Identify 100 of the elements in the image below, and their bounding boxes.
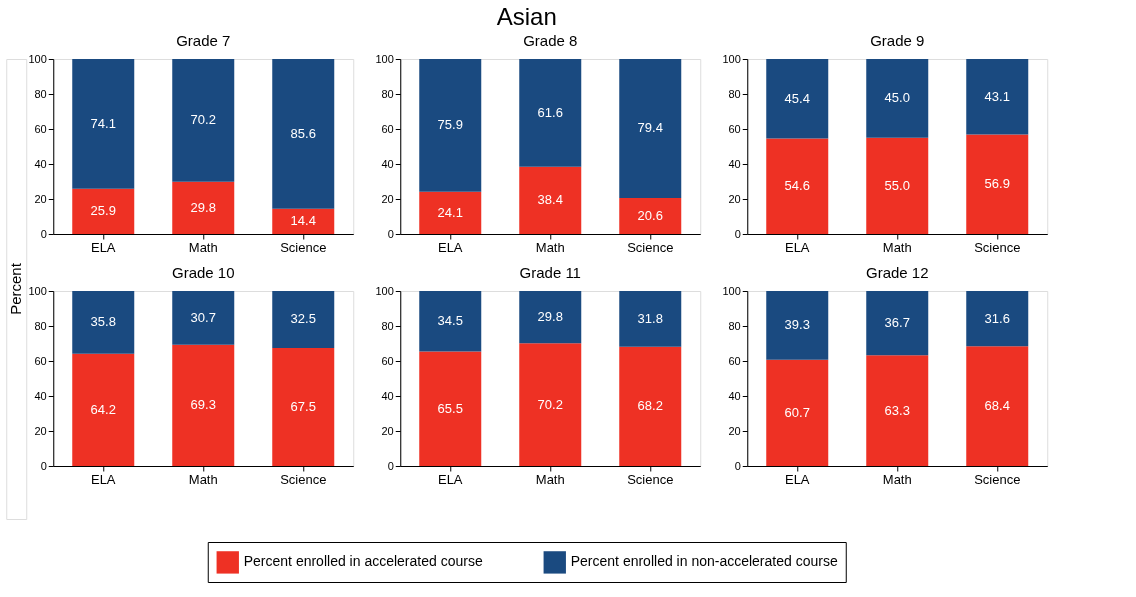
x-tick-label: Science [280, 239, 327, 255]
y-tick-label: 100 [28, 284, 47, 297]
y-tick-label: 40 [728, 157, 741, 170]
bar [419, 191, 482, 234]
data-label: 29.8 [190, 199, 216, 215]
chart-subtitle: Grade 8 [523, 32, 578, 49]
y-tick-label: 40 [34, 157, 47, 170]
data-label: 14.4 [290, 213, 316, 229]
data-label: 45.0 [884, 90, 910, 106]
data-label: 45.4 [784, 90, 810, 106]
data-label: 65.5 [437, 400, 463, 416]
y-tick-label: 60 [381, 122, 394, 135]
data-label: 36.7 [884, 315, 910, 331]
y-tick-label: 40 [381, 389, 394, 402]
chart-subtitle: Grade 9 [870, 32, 925, 49]
data-label: 56.9 [984, 176, 1010, 192]
bar [419, 351, 482, 466]
bar [72, 353, 135, 466]
bar [272, 291, 335, 348]
y-tick-label: 100 [722, 284, 741, 297]
bar [866, 355, 929, 466]
bar [172, 59, 235, 182]
bar [72, 188, 135, 234]
bar [172, 181, 235, 234]
y-tick-label: 20 [381, 424, 394, 437]
y-tick-label: 100 [28, 52, 47, 65]
bar [519, 291, 582, 344]
data-label: 55.0 [884, 177, 910, 193]
y-tick-label: 0 [40, 459, 47, 472]
bar [966, 59, 1029, 135]
y-tick-label: 80 [728, 319, 741, 332]
x-tick-label: ELA [90, 239, 116, 255]
y-tick-label: 0 [387, 227, 394, 240]
x-tick-label: Science [974, 239, 1021, 255]
x-tick-label: Math [882, 471, 912, 487]
data-label: 74.1 [90, 115, 116, 131]
chart-subtitle: Grade 12 [865, 264, 929, 281]
y-tick-label: 80 [34, 87, 47, 100]
bar [766, 359, 829, 466]
y-tick-label: 100 [375, 52, 394, 65]
data-label: 43.1 [984, 88, 1010, 104]
bar [966, 346, 1029, 466]
data-label: 54.6 [784, 178, 810, 194]
x-tick-label: Math [535, 239, 565, 255]
data-label: 61.6 [537, 104, 563, 120]
bar [272, 347, 335, 466]
y-tick-label: 80 [728, 87, 741, 100]
y-tick-label: 80 [381, 87, 394, 100]
bar [272, 59, 335, 209]
legend-label: Percent enrolled in accelerated course [243, 553, 483, 570]
data-label: 79.4 [637, 120, 663, 136]
y-tick-label: 40 [34, 389, 47, 402]
bar [619, 59, 682, 198]
data-label: 69.3 [190, 397, 216, 413]
data-label: 35.8 [90, 314, 116, 330]
data-label: 85.6 [290, 125, 316, 141]
bar [519, 59, 582, 167]
x-tick-label: ELA [784, 471, 810, 487]
data-label: 24.1 [437, 204, 463, 220]
y-tick-label: 0 [40, 227, 47, 240]
y-tick-label: 20 [34, 192, 47, 205]
y-tick-label: 0 [387, 459, 394, 472]
bar [866, 137, 929, 234]
y-tick-label: 20 [381, 192, 394, 205]
bar [619, 291, 682, 347]
bar [272, 208, 335, 234]
x-tick-label: Math [188, 471, 218, 487]
x-tick-label: ELA [784, 239, 810, 255]
data-label: 39.3 [784, 317, 810, 333]
chart-subtitle: Grade 7 [176, 32, 231, 49]
data-label: 25.9 [90, 203, 116, 219]
bar [866, 291, 929, 356]
data-label: 38.4 [537, 192, 563, 208]
bar [172, 291, 235, 345]
bar [519, 343, 582, 466]
data-label: 70.2 [537, 396, 563, 412]
data-label: 68.4 [984, 398, 1010, 414]
y-tick-label: 60 [728, 354, 741, 367]
x-tick-label: ELA [437, 471, 463, 487]
data-label: 20.6 [637, 207, 663, 223]
legend-label: Percent enrolled in non-accelerated course [570, 553, 838, 570]
y-axis-title: Percent [7, 262, 25, 315]
data-label: 70.2 [190, 112, 216, 128]
chart-title: Asian [496, 2, 557, 30]
y-tick-label: 40 [381, 157, 394, 170]
x-tick-label: ELA [437, 239, 463, 255]
chart-subtitle: Grade 11 [519, 264, 581, 281]
x-tick-label: Science [627, 239, 674, 255]
bar [866, 59, 929, 138]
bar [419, 291, 482, 352]
y-tick-label: 80 [381, 319, 394, 332]
data-label: 67.5 [290, 398, 316, 414]
bar [766, 291, 829, 360]
y-tick-label: 100 [375, 284, 394, 297]
bar [766, 138, 829, 234]
x-tick-label: ELA [90, 471, 116, 487]
data-label: 75.9 [437, 117, 463, 133]
y-tick-label: 60 [34, 122, 47, 135]
y-tick-label: 20 [728, 424, 741, 437]
x-tick-label: Math [882, 239, 912, 255]
